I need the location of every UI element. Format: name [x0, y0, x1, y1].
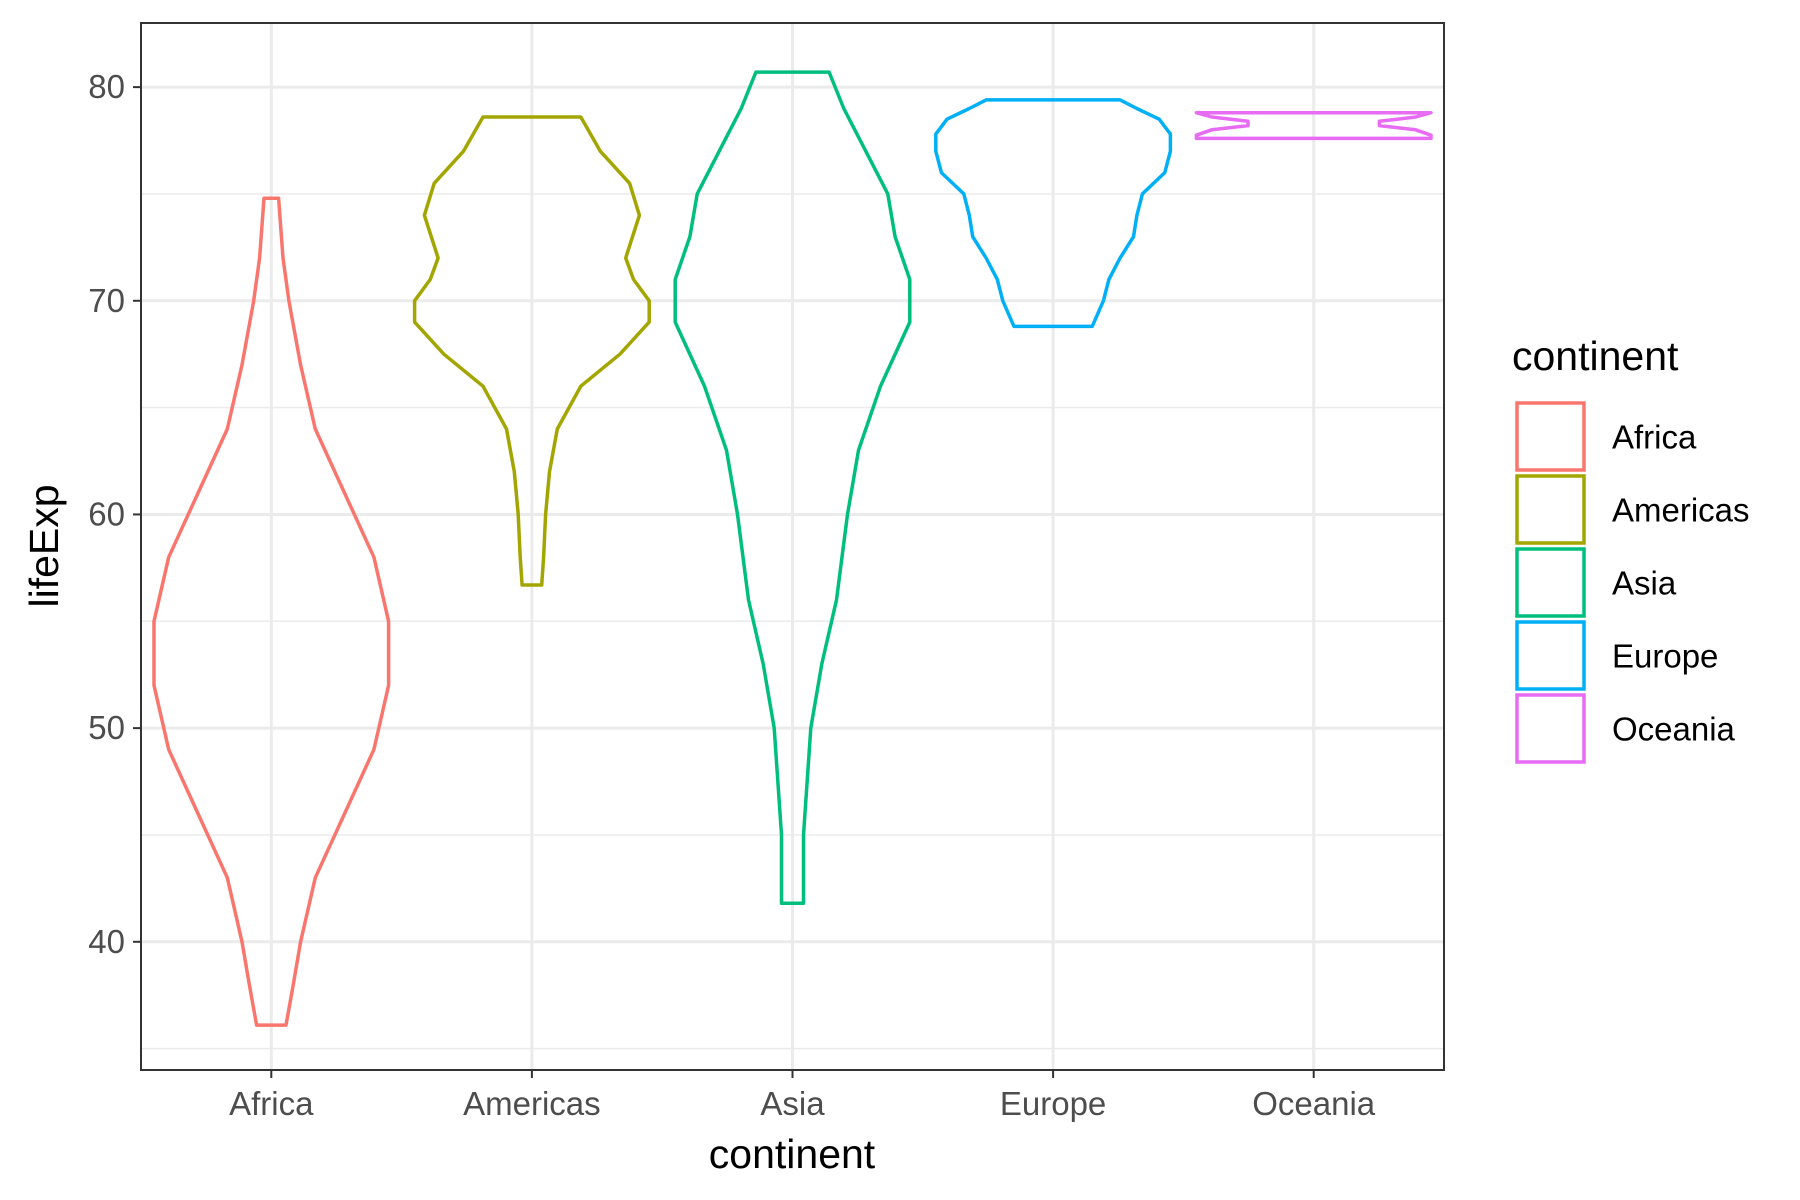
- legend-key-africa: [1515, 401, 1586, 472]
- legend: Africa Americas Asia Europe Oceania: [1515, 401, 1750, 764]
- legend-key-americas: [1515, 474, 1586, 545]
- violin-europe: [934, 98, 1173, 329]
- violin-africa: [152, 196, 391, 1027]
- legend-key-oceania: [1515, 693, 1586, 764]
- legend-label-africa: Africa: [1612, 419, 1697, 456]
- x-axis-title: continent: [709, 1131, 876, 1177]
- x-tick-label: Americas: [463, 1085, 601, 1122]
- violin-asia: [673, 70, 912, 906]
- violins: [152, 70, 1433, 1027]
- legend-key-europe: [1515, 620, 1586, 691]
- legend-label-asia: Asia: [1612, 565, 1677, 602]
- x-tick-label: Europe: [1000, 1085, 1106, 1122]
- axes: 40 50 60 70 80 Africa Americas Asia Europe Oceani…: [88, 68, 1376, 1122]
- x-tick-label: Oceania: [1252, 1085, 1376, 1122]
- legend-title: continent: [1512, 333, 1679, 379]
- y-tick-label: 80: [88, 68, 125, 105]
- legend-key-asia: [1515, 547, 1586, 618]
- legend-label-oceania: Oceania: [1612, 711, 1736, 748]
- violin-oceania: [1194, 110, 1433, 141]
- y-tick-label: 60: [88, 495, 125, 532]
- x-tick-label: Asia: [760, 1085, 825, 1122]
- y-tick-label: 50: [88, 709, 125, 746]
- legend-label-americas: Americas: [1612, 492, 1750, 529]
- y-tick-label: 40: [88, 923, 125, 960]
- y-axis-title: lifeExp: [21, 484, 67, 607]
- violin-americas: [412, 115, 651, 587]
- grid-lines: [141, 23, 1444, 1070]
- x-tick-label: Africa: [229, 1085, 314, 1122]
- y-tick-label: 70: [88, 282, 125, 319]
- legend-label-europe: Europe: [1612, 638, 1718, 675]
